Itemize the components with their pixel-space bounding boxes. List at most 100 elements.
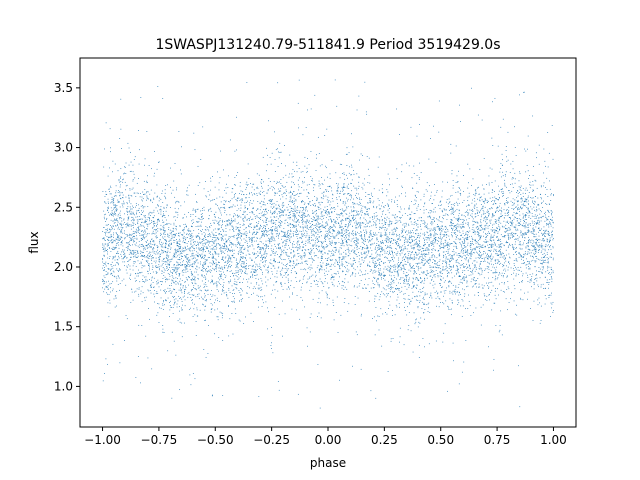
- scatter-point: [301, 214, 302, 216]
- scatter-point: [463, 226, 465, 228]
- scatter-point: [222, 290, 224, 292]
- scatter-point: [263, 225, 265, 227]
- scatter-point: [189, 249, 190, 251]
- scatter-point: [304, 268, 306, 270]
- scatter-point: [496, 246, 498, 248]
- scatter-point: [142, 218, 144, 220]
- scatter-point: [276, 192, 278, 194]
- scatter-point: [324, 236, 326, 238]
- scatter-point: [379, 258, 381, 260]
- scatter-point: [105, 281, 107, 283]
- scatter-point: [404, 306, 405, 308]
- scatter-point: [274, 228, 276, 230]
- scatter-point: [182, 217, 184, 219]
- scatter-point: [415, 263, 417, 264]
- scatter-point: [115, 247, 117, 249]
- scatter-point: [305, 208, 307, 210]
- scatter-point: [103, 251, 105, 253]
- scatter-point: [333, 285, 335, 287]
- scatter-point: [405, 225, 407, 227]
- scatter-point: [216, 171, 218, 173]
- scatter-point: [376, 253, 378, 255]
- scatter-point: [229, 244, 230, 246]
- scatter-point: [521, 256, 523, 258]
- scatter-point: [499, 325, 501, 326]
- scatter-point: [166, 207, 167, 209]
- scatter-point: [506, 212, 508, 214]
- scatter-point: [126, 208, 127, 210]
- scatter-point: [107, 251, 108, 253]
- scatter-point: [125, 242, 127, 244]
- scatter-point: [153, 209, 155, 211]
- scatter-point: [416, 288, 417, 289]
- scatter-point: [445, 300, 447, 302]
- scatter-point: [482, 205, 484, 207]
- scatter-point: [521, 281, 522, 283]
- scatter-point: [522, 275, 523, 277]
- scatter-point: [492, 258, 493, 260]
- scatter-point: [284, 247, 286, 249]
- scatter-point: [267, 189, 269, 190]
- scatter-point: [345, 209, 347, 211]
- scatter-point: [532, 256, 534, 257]
- scatter-point: [115, 225, 117, 227]
- scatter-point: [269, 262, 271, 264]
- scatter-point: [264, 260, 266, 262]
- scatter-point: [492, 197, 494, 199]
- scatter-point: [103, 291, 105, 293]
- scatter-point: [127, 245, 129, 247]
- scatter-point: [136, 238, 138, 240]
- scatter-point: [530, 231, 532, 232]
- scatter-point: [343, 172, 345, 174]
- scatter-point: [249, 230, 250, 232]
- scatter-point: [406, 283, 408, 285]
- scatter-point: [383, 268, 385, 270]
- scatter-point: [224, 190, 226, 191]
- scatter-point: [128, 164, 130, 166]
- scatter-point: [416, 197, 417, 198]
- scatter-point: [376, 320, 377, 322]
- scatter-point: [457, 198, 459, 200]
- scatter-point: [453, 241, 455, 243]
- scatter-point: [246, 292, 248, 294]
- scatter-point: [527, 276, 529, 278]
- scatter-point: [280, 221, 282, 223]
- scatter-point: [368, 250, 370, 252]
- scatter-point: [426, 239, 428, 241]
- scatter-point: [500, 262, 502, 264]
- scatter-point: [125, 196, 127, 198]
- scatter-point: [203, 254, 205, 256]
- scatter-point: [235, 287, 237, 289]
- scatter-point: [290, 265, 292, 267]
- scatter-point: [132, 205, 134, 207]
- scatter-point: [262, 243, 264, 245]
- scatter-point: [314, 184, 316, 186]
- scatter-point: [301, 241, 302, 243]
- scatter-point: [129, 252, 131, 254]
- scatter-point: [444, 242, 446, 244]
- scatter-point: [122, 227, 124, 229]
- scatter-point: [198, 298, 200, 300]
- scatter-point: [216, 281, 218, 283]
- scatter-point: [130, 224, 132, 226]
- scatter-point: [337, 218, 338, 220]
- scatter-point: [225, 291, 227, 293]
- scatter-point: [429, 257, 431, 259]
- scatter-point: [326, 263, 328, 265]
- scatter-point: [414, 244, 416, 246]
- scatter-point: [365, 213, 367, 215]
- scatter-point: [169, 288, 171, 290]
- scatter-point: [246, 232, 248, 234]
- scatter-point: [213, 242, 215, 244]
- scatter-point: [496, 253, 498, 254]
- scatter-point: [141, 222, 142, 224]
- scatter-point: [110, 272, 112, 274]
- scatter-point: [258, 221, 260, 223]
- scatter-point: [348, 235, 350, 236]
- scatter-point: [210, 210, 212, 212]
- scatter-point: [244, 216, 246, 218]
- scatter-point: [114, 240, 116, 241]
- scatter-point: [434, 228, 436, 230]
- scatter-point: [265, 221, 266, 223]
- scatter-point: [212, 253, 213, 255]
